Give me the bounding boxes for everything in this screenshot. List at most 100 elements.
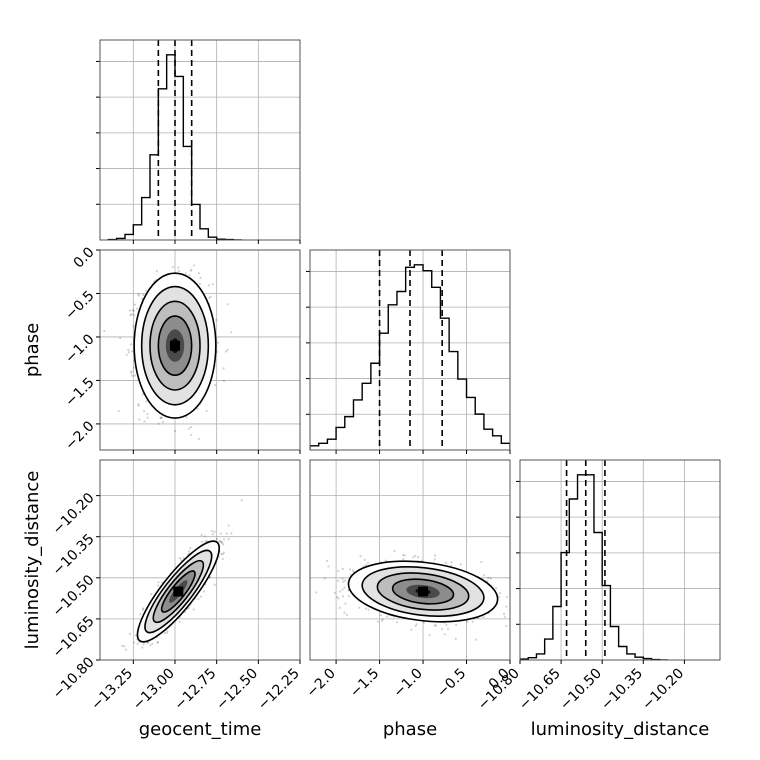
scatter-point xyxy=(146,416,149,419)
scatter-point xyxy=(345,613,349,616)
scatter-point xyxy=(198,282,201,286)
density-peak xyxy=(173,586,184,597)
panel-frame xyxy=(99,39,301,241)
scatter-point xyxy=(130,313,133,316)
scatter-point xyxy=(103,329,106,333)
scatter-point xyxy=(137,404,140,407)
scatter-point xyxy=(466,620,469,623)
scatter-point xyxy=(480,560,483,564)
scatter-point xyxy=(124,648,128,651)
scatter-point xyxy=(137,293,140,296)
scatter-point xyxy=(160,416,163,419)
scatter-point xyxy=(482,574,486,577)
scatter-point xyxy=(125,353,128,356)
scatter-point xyxy=(359,555,362,558)
scatter-point xyxy=(428,634,431,637)
scatter-point xyxy=(393,549,396,553)
scatter-point xyxy=(215,318,218,322)
x-tick-label-luminosity-distance: −10.65 xyxy=(516,666,564,714)
histogram-step-phase xyxy=(310,264,510,450)
y-tick-label-luminosity-distance: −10.65 xyxy=(50,613,98,661)
scatter-point xyxy=(165,631,168,634)
panel-frame xyxy=(309,249,511,451)
scatter-point xyxy=(526,597,528,599)
scatter-point xyxy=(188,273,192,277)
scatter-point xyxy=(180,559,183,562)
scatter-point xyxy=(200,533,203,536)
x-tick-label-geocent-time: −12.75 xyxy=(172,666,220,714)
scatter-point xyxy=(149,644,152,647)
scatter-point xyxy=(364,607,368,610)
scatter-point xyxy=(222,379,225,382)
scatter-point xyxy=(189,546,192,550)
scatter-point xyxy=(401,553,405,557)
scatter-point xyxy=(129,371,133,374)
scatter-point xyxy=(410,628,413,631)
scatter-point xyxy=(344,579,347,582)
scatter-point xyxy=(336,595,339,599)
scatter-point xyxy=(146,641,149,645)
scatter-point xyxy=(505,624,508,628)
scatter-point xyxy=(177,266,180,269)
scatter-point xyxy=(222,551,225,554)
scatter-point xyxy=(132,325,135,328)
scatter-point xyxy=(149,593,153,596)
scatter-point xyxy=(147,475,149,477)
scatter-point xyxy=(140,297,144,300)
scatter-point xyxy=(219,540,222,543)
y-tick-label-phase: −2.0 xyxy=(62,418,97,453)
scatter-point xyxy=(220,541,223,544)
contour-panel-geocent-time-vs-luminosity-distance: −13.25−13.00−12.75−12.50−12.25−10.80−10.… xyxy=(50,459,303,714)
scatter-point xyxy=(225,532,228,535)
scatter-point xyxy=(143,420,146,423)
contour-line-3 xyxy=(160,570,196,613)
scatter-point xyxy=(337,579,340,582)
scatter-point xyxy=(178,620,181,623)
contour-line-1 xyxy=(140,285,210,406)
scatter-point xyxy=(337,597,340,600)
scatter-point xyxy=(323,577,326,580)
scatter-point xyxy=(117,410,120,413)
scatter-point xyxy=(142,410,146,413)
scatter-point xyxy=(131,309,135,312)
scatter-point xyxy=(201,540,204,544)
scatter-point xyxy=(229,331,233,334)
scatter-point xyxy=(166,630,169,633)
contour-line-2 xyxy=(152,559,205,624)
scatter-point xyxy=(221,557,224,561)
scatter-point xyxy=(503,615,506,618)
contour-line-2 xyxy=(376,572,470,611)
scatter-point xyxy=(128,309,132,312)
scatter-point xyxy=(443,633,446,636)
y-tick-label-phase: −1.0 xyxy=(62,331,97,366)
scatter-point xyxy=(364,563,367,567)
scatter-point xyxy=(207,284,210,287)
contour-panel-geocent-time-vs-phase: −2.0 −1.5 −1.0 −0.5 0.0 xyxy=(62,244,301,477)
scatter-point xyxy=(157,422,160,425)
scatter-point xyxy=(211,533,215,536)
scatter-point xyxy=(489,577,492,580)
x-tick-label-luminosity-distance: −10.50 xyxy=(557,666,605,714)
panel-frame xyxy=(99,249,301,451)
scatter-point xyxy=(129,314,132,317)
scatter-point xyxy=(185,416,188,419)
scatter-point xyxy=(189,269,192,272)
x-tick-label-luminosity-distance: −10.20 xyxy=(639,666,687,714)
scatter-point xyxy=(341,567,345,571)
scatter-point xyxy=(141,646,144,649)
scatter-point xyxy=(224,350,228,353)
scatter-point xyxy=(138,418,141,421)
scatter-point xyxy=(216,341,220,344)
scatter-point xyxy=(132,309,135,312)
scatter-point xyxy=(141,607,145,610)
scatter-point xyxy=(171,265,174,269)
scatter-point xyxy=(213,530,216,533)
scatter-point xyxy=(156,641,159,644)
scatter-point xyxy=(327,565,330,568)
scatter-point xyxy=(165,464,167,466)
scatter-point xyxy=(341,588,344,591)
scatter-point xyxy=(414,554,417,557)
scatter-point xyxy=(338,606,341,609)
scatter-point xyxy=(445,623,448,627)
y-tick-label-luminosity-distance: −10.80 xyxy=(50,654,98,702)
